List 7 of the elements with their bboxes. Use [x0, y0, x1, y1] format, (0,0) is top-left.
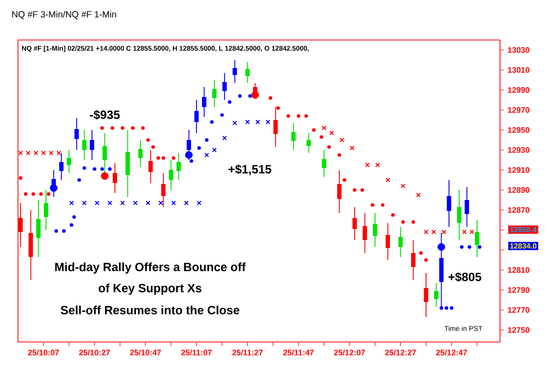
annotation: +$805	[448, 272, 482, 282]
annotation: Sell-off Resumes into the Close	[60, 306, 240, 314]
annotation: -$935	[90, 110, 120, 120]
annotation: of Key Support Xs	[98, 284, 202, 295]
chart-title: NQ #F 3-Min/NQ #F 1-Min	[12, 10, 116, 20]
annotation: Mid-day Rally Offers a Bounce off	[55, 262, 246, 274]
annotation: +$1,515	[228, 164, 272, 176]
